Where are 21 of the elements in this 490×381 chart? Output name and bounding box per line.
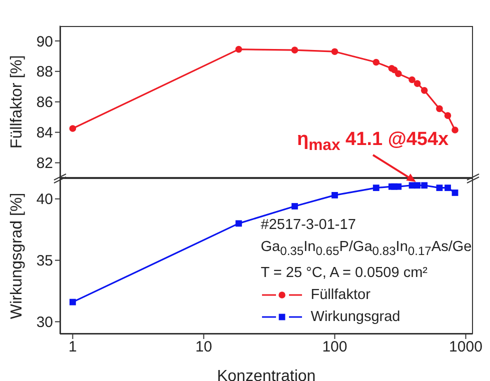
y-tick-label: 86 [36, 94, 53, 112]
x-tick-label: 1000 [449, 338, 482, 356]
legend-label: Füllfaktor [310, 286, 370, 305]
x-tick-label: 1 [68, 338, 77, 356]
y-tick-label: 82 [36, 155, 53, 172]
y-tick-label: 40 [36, 191, 53, 208]
annotation: η$_{max}$ 41.1 @454x [296, 129, 450, 156]
y-tick-label: 90 [36, 33, 53, 50]
legend-label: Wirkungsgrad [310, 308, 400, 327]
y-axis-title: Füllfaktor [%] [8, 55, 26, 149]
y-tick-label: 30 [36, 314, 53, 332]
text: Ga$_{0.35}$In$_{0.65}$P/Ga$_{0.83}$In$_{0.17}$As/Ge [260, 239, 472, 258]
y-tick-label: 35 [36, 252, 53, 270]
annotation: T = 25 °C, A = 0.0509 cm² [260, 264, 429, 283]
x-axis-title: Konzentration [216, 368, 316, 381]
x-tick-label: 100 [322, 338, 348, 356]
y-tick-label: 88 [36, 64, 53, 81]
annotation: #2517-3-01-17 [260, 216, 357, 236]
y-axis-title: Wirkungsgrad [%] [8, 192, 26, 320]
y-tick-label: 84 [36, 124, 53, 142]
x-tick-label: 10 [195, 338, 212, 356]
